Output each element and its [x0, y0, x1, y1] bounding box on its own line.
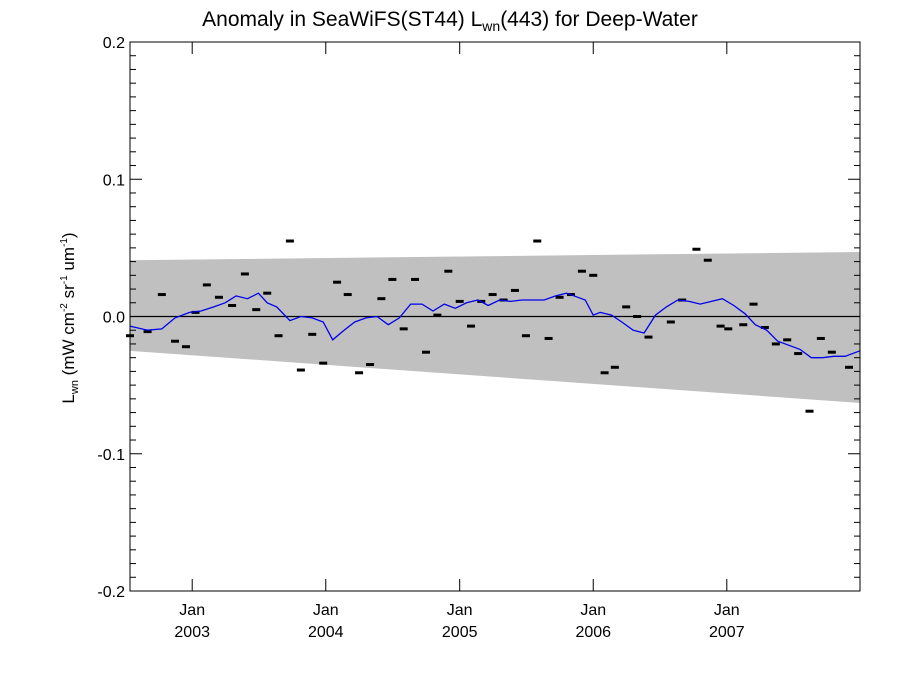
y-minor-ticks [130, 41, 860, 592]
x-tick-label-year: 2003 [174, 624, 210, 641]
data-point [716, 324, 725, 328]
chart-title-prefix: Anomaly in SeaWiFS(ST44) L [202, 8, 483, 31]
data-point [467, 324, 476, 328]
data-point [274, 334, 283, 338]
x-tick-label-year: 2004 [308, 624, 344, 641]
x-tick-label-year: 2006 [575, 624, 611, 641]
x-tick-label-month: Jan [447, 602, 473, 619]
y-tick-label: -0.1 [97, 447, 125, 464]
data-point [343, 293, 352, 297]
data-point [411, 277, 420, 281]
y-tick-label: 0.1 [103, 172, 125, 189]
data-point [760, 325, 769, 329]
data-point [444, 269, 453, 273]
data-point [739, 323, 748, 327]
data-point [805, 409, 814, 413]
data-point [577, 269, 586, 273]
data-point [399, 327, 408, 331]
data-point [252, 308, 261, 312]
data-point [296, 368, 305, 372]
data-point [171, 339, 180, 343]
chart-title-subscript: wn [482, 18, 501, 35]
data-point [827, 350, 836, 354]
chart-title: Anomaly in SeaWiFS(ST44) Lwn(443) for De… [0, 8, 900, 34]
x-tick-label-month: Jan [714, 602, 740, 619]
data-point [589, 273, 598, 277]
data-point [214, 295, 223, 299]
data-point [521, 334, 530, 338]
data-point [666, 320, 675, 324]
data-point [240, 272, 249, 276]
data-point [794, 352, 803, 356]
data-point [816, 336, 825, 340]
y-tick-label: 0.2 [103, 35, 125, 52]
data-point [333, 280, 342, 284]
data-point [263, 291, 272, 295]
data-point [724, 327, 733, 331]
data-point [749, 302, 758, 306]
uncertainty-band [130, 251, 860, 403]
data-point [455, 299, 464, 303]
chart-title-suffix: (443) for Deep-Water [500, 8, 698, 31]
data-point [533, 239, 542, 243]
data-point [610, 365, 619, 369]
data-point [544, 336, 553, 340]
data-point [366, 363, 375, 367]
data-point [388, 277, 397, 281]
data-point [555, 295, 564, 299]
data-point [202, 283, 211, 287]
x-tick-label-month: Jan [313, 602, 339, 619]
data-point [319, 361, 328, 365]
series-line [129, 292, 861, 359]
data-point [771, 342, 780, 346]
y-tick-label: -0.2 [97, 584, 125, 601]
data-point [488, 293, 497, 297]
x-tick-label-year: 2005 [442, 624, 478, 641]
data-point [308, 332, 317, 336]
x-tick-label-year: 2007 [709, 624, 745, 641]
data-point [422, 350, 431, 354]
data-point [377, 297, 386, 301]
data-point [157, 293, 166, 297]
data-point [510, 288, 519, 292]
x-tick-label-month: Jan [179, 602, 205, 619]
data-point [644, 335, 653, 339]
data-point [285, 239, 294, 243]
data-point [355, 371, 364, 375]
data-point [600, 371, 609, 375]
y-tick-label: 0.0 [103, 310, 125, 327]
data-point [783, 338, 792, 342]
x-tick-label-month: Jan [580, 602, 606, 619]
data-point [622, 305, 631, 309]
data-point [181, 345, 190, 349]
data-point [845, 365, 854, 369]
data-point [143, 330, 152, 334]
data-point [191, 310, 200, 314]
data-point [703, 258, 712, 262]
data-point [433, 313, 442, 317]
data-point [692, 247, 701, 251]
data-point [228, 304, 237, 308]
data-point [633, 315, 642, 318]
